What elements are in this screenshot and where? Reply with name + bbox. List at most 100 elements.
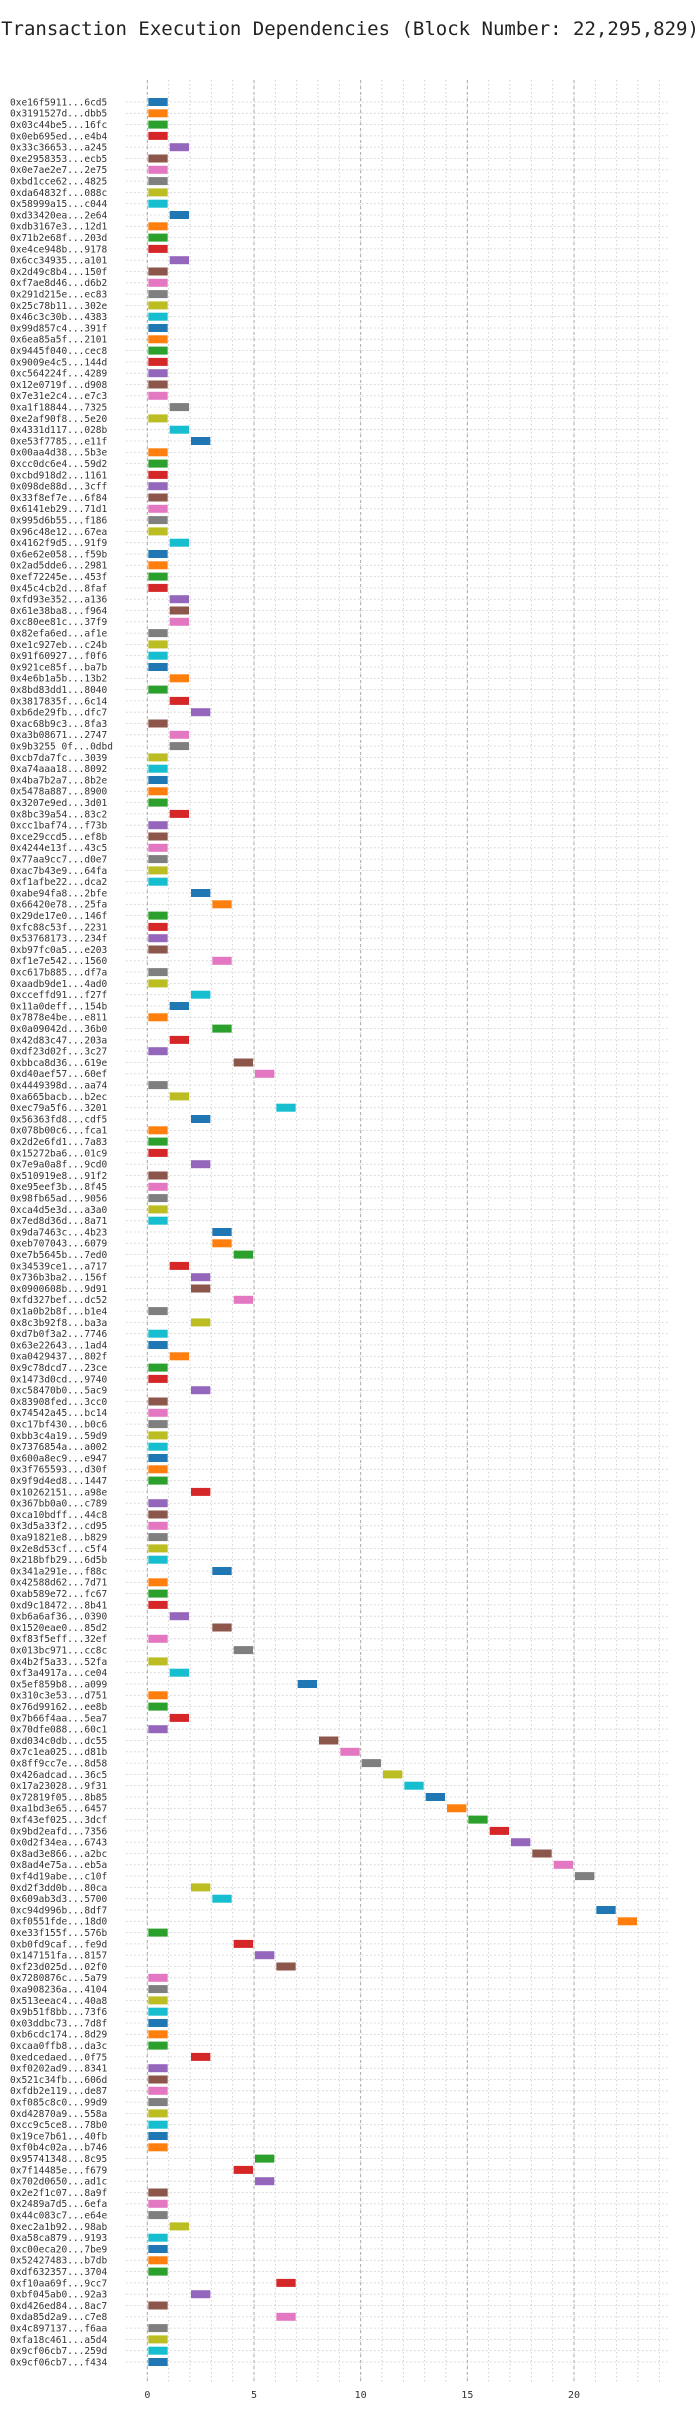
transaction-label: 0xf23d025d...02f0: [10, 1962, 108, 1973]
transaction-label: 0x2e2f1c07...8a9f: [10, 2188, 107, 2199]
transaction-bar: [191, 1284, 211, 1293]
transaction-label: 0xd40aef57...60ef: [10, 1069, 107, 1080]
transaction-label: 0xe4ce948b...9178: [10, 244, 108, 255]
transaction-bar: [148, 2335, 168, 2344]
transaction-bar: [191, 1386, 211, 1395]
transaction-label: 0xec2a1b92...98ab: [10, 2222, 108, 2233]
transaction-label: 0x72819f05...8b85: [10, 1792, 107, 1803]
transaction-bar: [148, 1578, 168, 1587]
transaction-bar: [489, 1826, 509, 1835]
transaction-label: 0x53768173...234f: [10, 934, 107, 945]
transaction-label: 0x56363fd8...cdf5: [10, 1114, 107, 1125]
transaction-bar: [340, 1747, 360, 1756]
transaction-label: 0x2d2e6fd1...7a83: [10, 1137, 107, 1148]
transaction-bar: [169, 809, 189, 818]
transaction-label: 0x702d0650...ad1c: [10, 2177, 107, 2188]
transaction-bar: [148, 1544, 168, 1553]
transaction-bar: [148, 1691, 168, 1700]
transaction-bar: [169, 674, 189, 683]
transaction-bar: [148, 1047, 168, 1056]
transaction-label: 0x4ba7b2a7...8b2e: [10, 775, 108, 786]
transaction-label: 0x521c34fb...606d: [10, 2075, 107, 2086]
transaction-label: 0x0e7ae2e7...2e75: [10, 165, 107, 176]
transaction-label: 0x7c1ea025...d81b: [10, 1747, 108, 1758]
transaction-bar: [617, 1917, 637, 1926]
transaction-label: 0x3817835f...6c14: [10, 696, 108, 707]
transaction-bar: [148, 516, 168, 525]
transaction-bar: [148, 2098, 168, 2107]
transaction-label: 0x8bc39a54...83c2: [10, 809, 107, 820]
transaction-label: 0xc00eca20...7be9: [10, 2244, 108, 2255]
transaction-label: 0x609ab3d3...5700: [10, 1894, 108, 1905]
transaction-bar: [276, 2312, 296, 2321]
transaction-label: 0xbf045ab0...92a3: [10, 2290, 107, 2301]
transaction-bar: [575, 1872, 595, 1881]
transaction-label: 0xe2958353...ecb5: [10, 154, 107, 165]
transaction-label: 0xa665bacb...b2ec: [10, 1092, 107, 1103]
transaction-label: 0x0900608b...9d91: [10, 1284, 108, 1295]
transaction-label: 0x5478a887...8900: [10, 787, 108, 798]
transaction-bar: [148, 776, 168, 784]
transaction-label: 0x03ddbc73...7d8f: [10, 2018, 107, 2029]
transaction-bar: [148, 1194, 168, 1203]
transaction-bar: [596, 1906, 616, 1914]
transaction-label: 0x58999a15...c044: [10, 199, 108, 210]
transaction-bar: [233, 1646, 253, 1655]
transaction-label: 0xb97fc0a5...e203: [10, 945, 107, 956]
transaction-bar: [148, 109, 168, 118]
transaction-label: 0x147151fa...8157: [10, 1951, 107, 1962]
transaction-label: 0x995d6b55...f186: [10, 516, 108, 527]
transaction-label: 0x2d49c8b4...150f: [10, 267, 107, 278]
transaction-label: 0xeb707043...6079: [10, 1239, 108, 1250]
transaction-label: 0xd9c18472...8b41: [10, 1600, 108, 1611]
transaction-bar: [169, 143, 189, 152]
transaction-bar: [169, 425, 189, 434]
transaction-bar: [148, 1442, 168, 1451]
transaction-label: 0x9009e4c5...144d: [10, 357, 107, 368]
transaction-bar: [191, 437, 211, 445]
transaction-bar: [148, 1216, 168, 1225]
transaction-bar: [148, 855, 168, 864]
transaction-label: 0x8ad3e866...a2bc: [10, 1849, 107, 1860]
transaction-label: 0xa91821e8...b829: [10, 1533, 108, 1544]
transaction-bar: [148, 244, 168, 253]
transaction-bar: [148, 2324, 168, 2333]
transaction-bar: [148, 120, 168, 129]
transaction-label: 0xa1f18844...7325: [10, 403, 107, 414]
transaction-label: 0x7f14485e...f679: [10, 2165, 108, 2176]
transaction-label: 0x00aa4d38...5b3e: [10, 448, 108, 459]
transaction-label: 0x1473d0cd...9740: [10, 1374, 108, 1385]
transaction-label: 0xcc9c5ce8...78b0: [10, 2120, 108, 2131]
transaction-label: 0xf085c8c0...99d9: [10, 2098, 108, 2109]
transaction-label: 0xe7b5645b...7ed0: [10, 1250, 108, 1261]
transaction-bar: [148, 131, 168, 140]
transaction-label: 0xd426ed84...8ac7: [10, 2301, 107, 2312]
transaction-bar: [255, 2154, 275, 2163]
transaction-label: 0xedcedaed...0f75: [10, 2052, 107, 2063]
transaction-bar: [148, 2064, 168, 2073]
transaction-bar: [148, 2041, 168, 2050]
transaction-bar: [148, 572, 168, 581]
transaction-bar: [148, 1725, 168, 1734]
transaction-label: 0xd33420ea...2e64: [10, 210, 108, 221]
transaction-bar: [383, 1770, 403, 1779]
transaction-label: 0x4331d117...028b: [10, 425, 108, 436]
transaction-label: 0x77aa9cc7...d0e7: [10, 855, 107, 866]
transaction-bar: [148, 1420, 168, 1429]
transaction-label: 0x921ce85f...ba7b: [10, 662, 108, 673]
transaction-label: 0x9c78dcd7...23ce: [10, 1363, 108, 1374]
transaction-label: 0x367bb0a0...c789: [10, 1499, 108, 1510]
transaction-label: 0x8ff9cc7e...8d58: [10, 1759, 108, 1770]
transaction-bar: [148, 934, 168, 943]
transaction-label: 0xd034c0db...dc55: [10, 1736, 107, 1747]
transaction-bar: [148, 629, 168, 638]
transaction-label: 0xa58ca879...9193: [10, 2233, 107, 2244]
transaction-bar: [169, 1035, 189, 1044]
transaction-label: 0xa908236a...4104: [10, 1985, 108, 1996]
transaction-bar: [148, 2075, 168, 2084]
transaction-label: 0x76d99162...ee8b: [10, 1702, 108, 1713]
transaction-bar: [233, 1939, 253, 1948]
transaction-label: 0x03c44be5...16fc: [10, 120, 107, 131]
transaction-bar: [148, 877, 168, 886]
